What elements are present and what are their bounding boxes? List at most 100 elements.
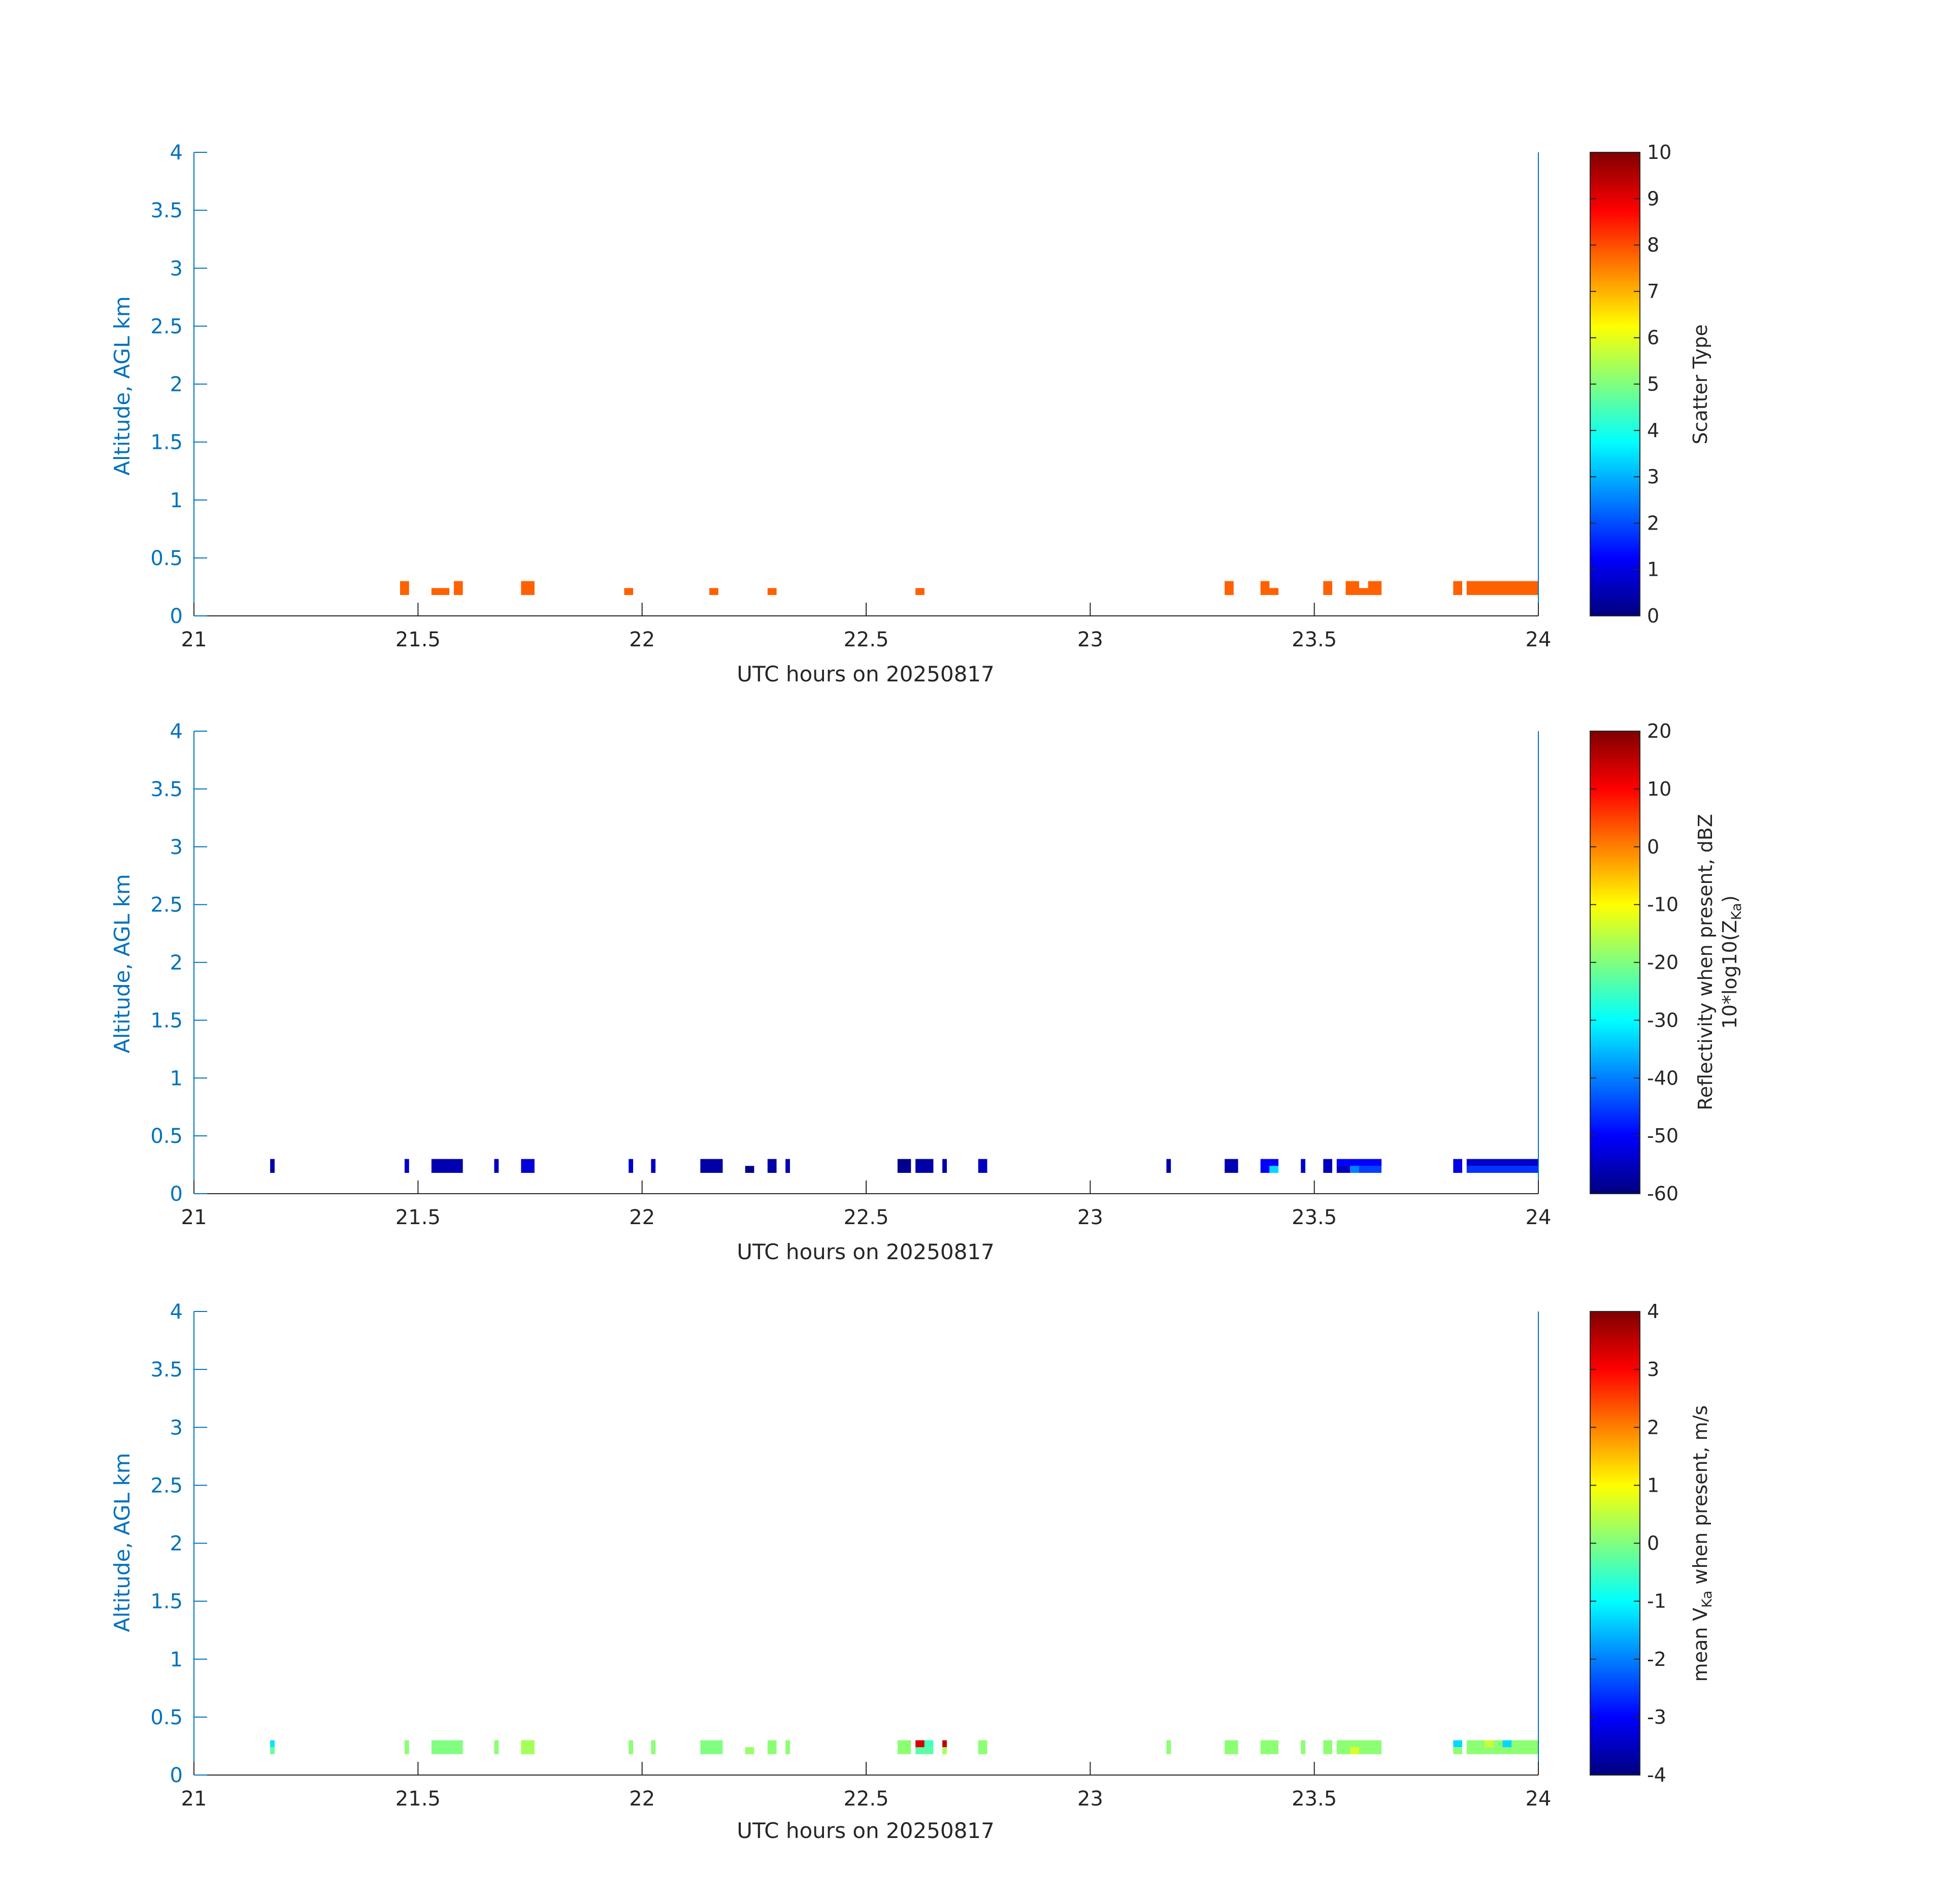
data-cell xyxy=(978,1740,988,1754)
heatmap-cells xyxy=(270,1159,1538,1173)
colorbar-label-subscript: Ka xyxy=(1729,903,1744,920)
data-cell xyxy=(709,588,718,595)
colorbar-ticks: 0 1 2 3 4 5 6 7 8 9 10 xyxy=(1590,141,1671,627)
colorbar-label: Scatter Type xyxy=(1689,324,1711,444)
data-cell xyxy=(453,581,463,595)
colorbar-tick-label: 2 xyxy=(1647,1416,1659,1438)
data-cell xyxy=(1225,1740,1238,1754)
data-cell xyxy=(1323,1740,1332,1754)
y-tick-label: 4 xyxy=(170,141,183,165)
data-cell xyxy=(521,1740,535,1754)
colorbar-ticks: -4 -3 -2 -1 0 1 2 3 4 xyxy=(1590,1300,1666,1786)
data-cell xyxy=(1260,1159,1278,1166)
y-tick-label: 4 xyxy=(170,720,183,743)
data-cell xyxy=(1225,581,1234,595)
data-cell xyxy=(1359,588,1368,595)
colorbar-gradient xyxy=(1590,731,1640,1194)
data-cell xyxy=(1166,1740,1171,1754)
data-cell xyxy=(1260,581,1270,595)
data-cell xyxy=(915,588,925,595)
data-cell xyxy=(785,1159,790,1173)
data-cell xyxy=(915,1747,934,1754)
colorbar-gradient xyxy=(1590,1311,1640,1776)
data-cell xyxy=(942,1747,947,1754)
data-cell xyxy=(1323,1159,1332,1173)
data-cell xyxy=(1260,1166,1270,1173)
colorbar-tick-label: 7 xyxy=(1647,280,1659,303)
data-cell xyxy=(1485,1740,1494,1748)
y-tick-label: 3.5 xyxy=(150,778,183,801)
colorbar-tick-label: 20 xyxy=(1647,720,1671,742)
y-tick-label: 0 xyxy=(170,1183,183,1206)
x-tick-label: 22.5 xyxy=(843,1206,888,1229)
data-cell xyxy=(1368,581,1382,595)
y-tick-label: 3.5 xyxy=(150,1358,183,1382)
y-tick-label: 2.5 xyxy=(150,1474,183,1497)
y-tick-label: 2.5 xyxy=(150,315,183,338)
colorbar-tick-label: -10 xyxy=(1647,894,1678,916)
data-cell xyxy=(745,1747,754,1754)
colorbar-tick-label: 2 xyxy=(1647,512,1659,534)
colorbar-label-suffix: when present, m/s xyxy=(1689,1405,1711,1591)
x-tick-label: 22 xyxy=(629,628,655,651)
data-cell xyxy=(1350,1166,1359,1173)
data-cell xyxy=(915,1740,925,1748)
colorbar-tick-label: 1 xyxy=(1647,1474,1659,1496)
data-cell xyxy=(494,1159,499,1173)
colorbar-tick-label: 8 xyxy=(1647,234,1659,256)
data-cell xyxy=(1466,1166,1538,1173)
x-tick-label: 24 xyxy=(1526,628,1552,651)
y-axis-label: Altitude, AGL km xyxy=(110,874,135,1053)
y-tick-label: 3 xyxy=(170,257,183,280)
data-cell xyxy=(270,1740,275,1748)
data-cell xyxy=(400,581,409,595)
data-cell xyxy=(700,1159,723,1173)
colorbar-tick-label: -2 xyxy=(1647,1648,1666,1670)
data-cell xyxy=(897,1159,911,1173)
data-cell xyxy=(1301,1740,1305,1754)
colorbar-gradient xyxy=(1590,152,1640,616)
x-tick-label: 23 xyxy=(1077,1787,1103,1811)
x-tick-label: 23.5 xyxy=(1292,1787,1337,1811)
colorbar-tick-label: -60 xyxy=(1647,1183,1678,1205)
data-cell xyxy=(1350,1747,1359,1754)
y-tick-label: 1.5 xyxy=(150,431,183,454)
colorbar: -60 -50 -40 -30 -20 -10 0 10 20 Reflectivity whe… xyxy=(1590,720,1744,1205)
data-cell xyxy=(521,1159,535,1173)
colorbar-tick-label: 10 xyxy=(1647,778,1671,800)
data-cell xyxy=(494,1740,499,1754)
colorbar-tick-label: 1 xyxy=(1647,559,1659,581)
colorbar-tick-label: -30 xyxy=(1647,1009,1678,1031)
data-cell xyxy=(1502,1740,1512,1748)
y-tick-label: 0.5 xyxy=(150,547,183,570)
colorbar-tick-label: 0 xyxy=(1647,605,1659,627)
y-tick-label: 1.5 xyxy=(150,1009,183,1032)
data-cell xyxy=(942,1159,947,1173)
y-tick-label: 0 xyxy=(170,605,183,628)
x-tick-label: 21.5 xyxy=(396,628,441,651)
colorbar-tick-label: 9 xyxy=(1647,187,1659,210)
x-tick-label: 22 xyxy=(629,1206,655,1229)
y-tick-label: 2 xyxy=(170,373,183,397)
data-cell xyxy=(897,1740,911,1754)
data-cell xyxy=(1260,1740,1278,1754)
colorbar-label-suffix: ) xyxy=(1719,895,1741,903)
data-cell xyxy=(785,1740,790,1754)
y-tick-label: 4 xyxy=(170,1300,183,1324)
y-tick-label: 0.5 xyxy=(150,1125,183,1148)
data-cell xyxy=(915,1159,934,1173)
data-cell xyxy=(404,1159,409,1173)
data-cell xyxy=(1166,1159,1171,1173)
y-tick-label: 0 xyxy=(170,1764,183,1787)
data-cell xyxy=(1453,1159,1462,1173)
data-cell xyxy=(629,1159,633,1173)
colorbar-label-line1: Reflectivity when present, dBZ xyxy=(1694,814,1717,1110)
data-cell xyxy=(767,588,777,595)
colorbar-tick-label: -3 xyxy=(1647,1706,1666,1728)
x-tick-label: 22.5 xyxy=(843,1787,888,1811)
data-cell xyxy=(700,1740,723,1754)
